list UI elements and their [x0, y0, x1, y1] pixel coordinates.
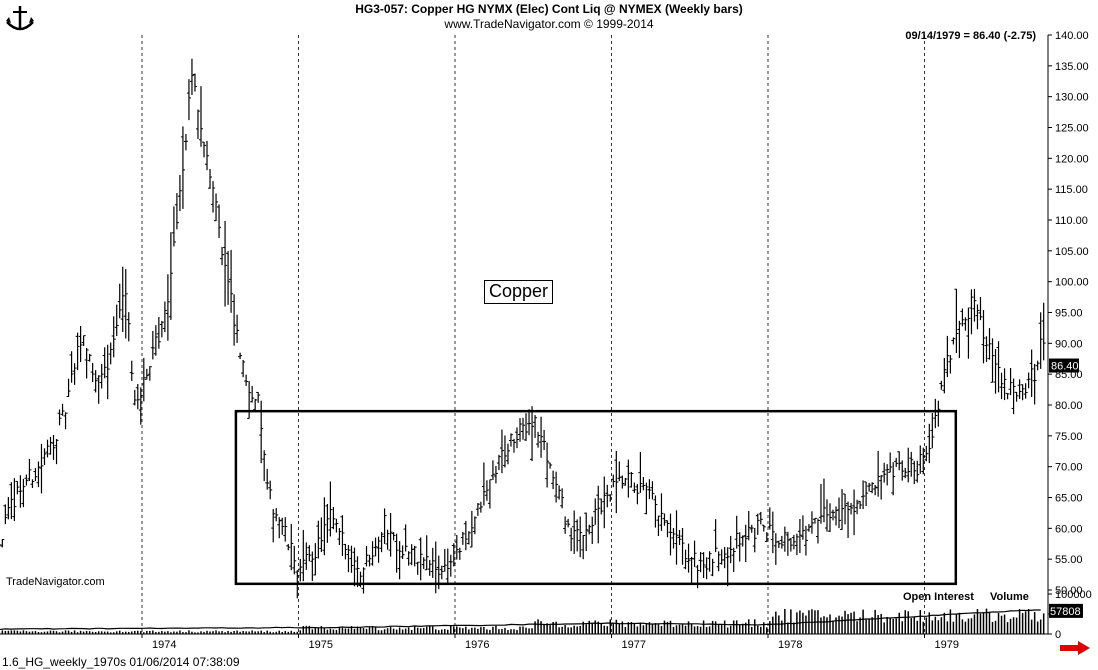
watermark: TradeNavigator.com [6, 576, 105, 588]
last-price-tag [1049, 358, 1079, 373]
price-tick-label: 70.00 [1055, 462, 1083, 474]
range-box [234, 409, 958, 586]
x-tick-label: 1978 [778, 639, 802, 651]
price-tick-label: 65.00 [1055, 493, 1083, 505]
volume-label: Volume [990, 591, 1029, 603]
price-tick-label: 90.00 [1055, 338, 1083, 350]
price-tick-label: 120.00 [1055, 153, 1089, 165]
price-tick-label: 60.00 [1055, 523, 1083, 535]
price-tick-label: 140.00 [1055, 30, 1089, 42]
x-tick-label: 1977 [622, 639, 646, 651]
price-tick-label: 80.00 [1055, 400, 1083, 412]
price-readout: 09/14/1979 = 86.40 (-2.75) [905, 30, 1036, 42]
price-tick-label: 75.00 [1055, 431, 1083, 443]
price-tick-label: 110.00 [1055, 215, 1088, 227]
right-arrow-icon[interactable] [1060, 641, 1090, 660]
price-tick-label: 135.00 [1055, 61, 1089, 73]
price-tick-label: 100.00 [1055, 277, 1089, 289]
price-tick-label: 95.00 [1055, 308, 1083, 320]
price-tick-label: 115.00 [1055, 184, 1088, 196]
oi-tag [1049, 603, 1083, 618]
price-tick-label: 50.00 [1055, 585, 1083, 597]
open-interest-label: Open Interest [903, 591, 974, 603]
x-tick-label: 1976 [465, 639, 489, 651]
x-tick-label: 1974 [152, 639, 176, 651]
volume-tick-label: 100000 [1055, 589, 1092, 601]
trident-logo-icon [4, 4, 36, 39]
open-interest-line [0, 609, 1041, 631]
volume-tick-label: 0 [1055, 629, 1061, 641]
x-tick-label: 1979 [935, 639, 959, 651]
oi-tag-text: 57808 [1050, 606, 1081, 618]
chart-title: HG3-057: Copper HG NYMX (Elec) Cont Liq … [355, 2, 743, 16]
chart-annotation: Copper [484, 280, 554, 304]
price-tick-label: 55.00 [1055, 554, 1083, 566]
last-price-tag-text: 86.40 [1051, 361, 1079, 373]
footer-text: 1.6_HG_weekly_1970s 01/06/2014 07:38:09 [2, 655, 240, 669]
chart-subtitle: www.TradeNavigator.com © 1999-2014 [444, 17, 654, 31]
x-tick-label: 1975 [309, 639, 333, 651]
price-tick-label: 125.00 [1055, 123, 1089, 135]
price-tick-label: 130.00 [1055, 92, 1089, 104]
price-tick-label: 105.00 [1055, 246, 1089, 258]
